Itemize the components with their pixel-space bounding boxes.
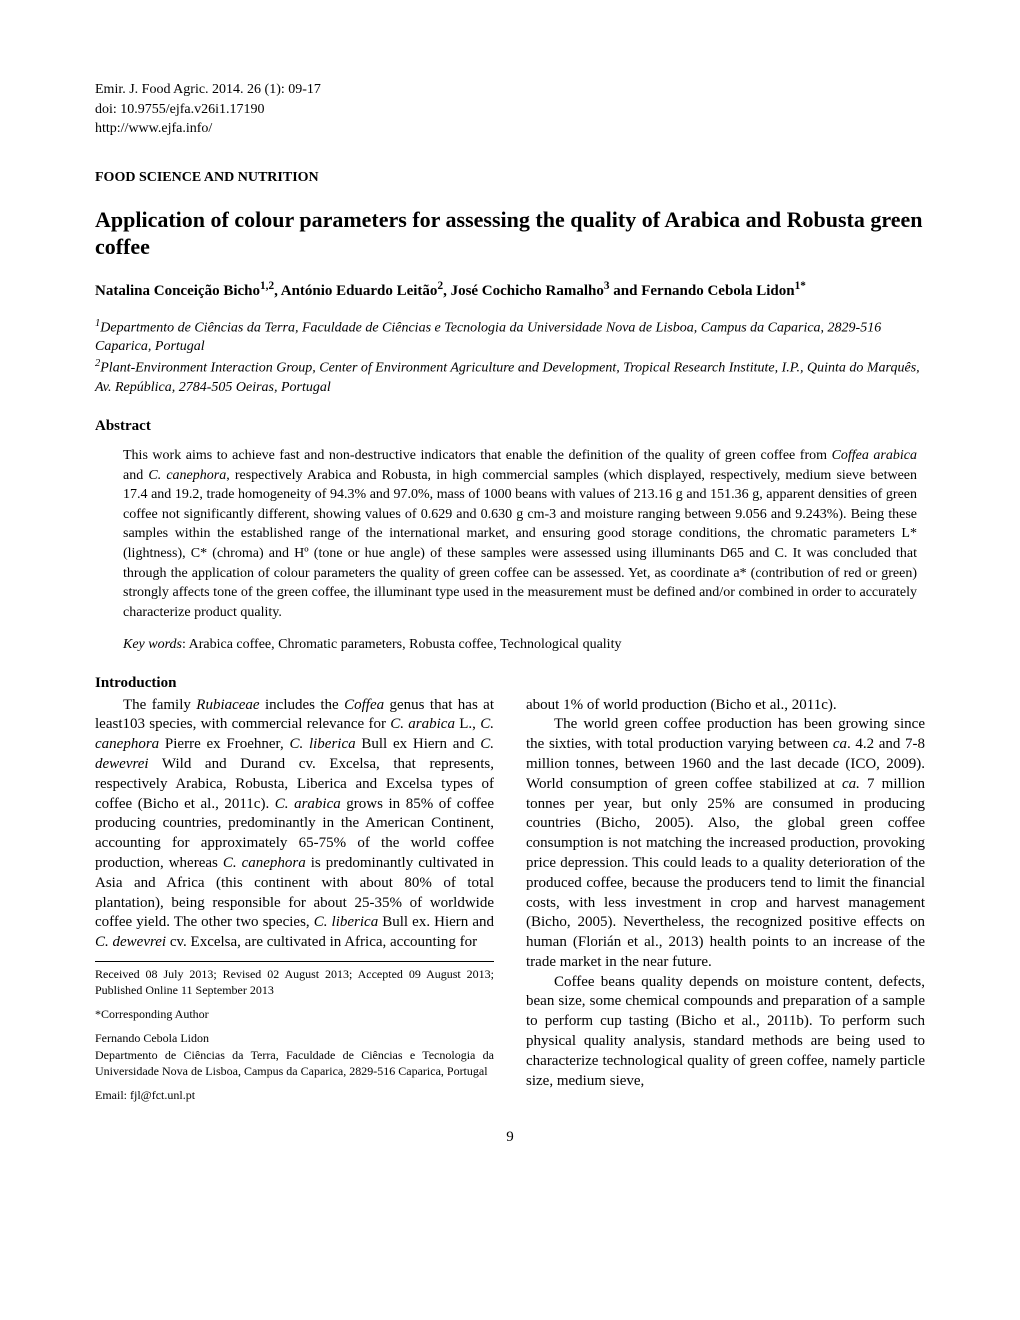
received-dates: Received 08 July 2013; Revised 02 August…	[95, 966, 494, 998]
intro-col2-p2: The world green coffee production has be…	[526, 715, 925, 972]
affiliation-1: 1Departmento de Ciências da Terra, Facul…	[95, 317, 925, 357]
abstract-label: Abstract	[95, 416, 925, 436]
journal-header: Emir. J. Food Agric. 2014. 26 (1): 09-17…	[95, 80, 925, 139]
corresponding-author-address: Departmento de Ciências da Terra, Faculd…	[95, 1047, 494, 1079]
intro-paragraph-1: The family Rubiaceae includes the Coffea…	[95, 696, 494, 953]
affiliations: 1Departmento de Ciências da Terra, Facul…	[95, 317, 925, 398]
journal-citation: Emir. J. Food Agric. 2014. 26 (1): 09-17	[95, 80, 925, 100]
left-column: The family Rubiaceae includes the Coffea…	[95, 696, 494, 1104]
affiliation-2: 2Plant-Environment Interaction Group, Ce…	[95, 357, 925, 397]
corresponding-author-name: Fernando Cebola Lidon	[95, 1030, 494, 1046]
abstract-text: This work aims to achieve fast and non-d…	[123, 446, 917, 622]
footnotes: Received 08 July 2013; Revised 02 August…	[95, 966, 494, 1103]
intro-col2-p3: Coffee beans quality depends on moisture…	[526, 973, 925, 1092]
footnote-separator	[95, 961, 494, 962]
page-number: 9	[95, 1127, 925, 1147]
right-column: about 1% of world production (Bicho et a…	[526, 696, 925, 1104]
doi: doi: 10.9755/ejfa.v26i1.17190	[95, 100, 925, 120]
keywords-label: Key words	[123, 637, 182, 652]
authors: Natalina Conceição Bicho1,2, António Edu…	[95, 279, 925, 301]
keywords: Key words: Arabica coffee, Chromatic par…	[123, 636, 925, 655]
section-heading: FOOD SCIENCE AND NUTRITION	[95, 169, 925, 188]
introduction-heading: Introduction	[95, 673, 925, 693]
body-columns: The family Rubiaceae includes the Coffea…	[95, 696, 925, 1104]
corresponding-author-label: *Corresponding Author	[95, 1006, 494, 1022]
journal-url: http://www.ejfa.info/	[95, 119, 925, 139]
article-title: Application of colour parameters for ass…	[95, 206, 925, 261]
corresponding-author-email: Email: fjl@fct.unl.pt	[95, 1087, 494, 1103]
keywords-text: : Arabica coffee, Chromatic parameters, …	[182, 637, 621, 652]
intro-col2-p1: about 1% of world production (Bicho et a…	[526, 696, 925, 716]
